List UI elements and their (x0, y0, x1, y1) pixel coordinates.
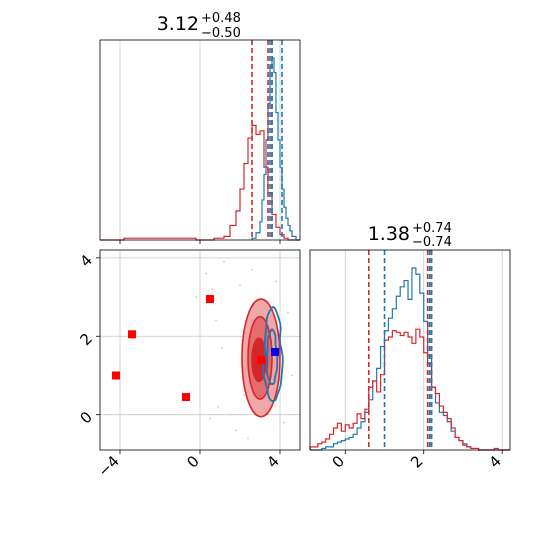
histogram-panel-param2: 1.38 +0.74 −0.74 (309, 221, 511, 454)
joint-x-tick-label: 4 (263, 452, 282, 471)
sample-point (283, 421, 285, 424)
sample-point (251, 268, 253, 271)
joint-contour-panel (96, 249, 301, 454)
joint-y-tick-label: 2 (77, 330, 96, 349)
sample-point (209, 417, 211, 420)
sample-point (215, 319, 217, 322)
sample-point (195, 296, 197, 298)
hist2-blue-histogram (310, 267, 510, 451)
sample-point (217, 405, 219, 408)
joint-y-tick-label: 4 (77, 251, 96, 270)
param2-title-value: 1.38 (368, 223, 410, 245)
sample-point (223, 260, 225, 263)
sample-point (235, 429, 237, 432)
joint-x-tick-label: −4 (94, 452, 122, 480)
red-square-marker (206, 295, 214, 304)
hist2-frame (309, 249, 511, 451)
hist2-x-tick-labels: 0 2 4 (329, 452, 505, 471)
param2-title-minus: −0.74 (412, 235, 452, 250)
sample-point (221, 347, 223, 349)
hist1-red-histogram (100, 124, 300, 241)
param2-title-plus: +0.74 (412, 221, 452, 236)
joint-x-tick-label: 0 (183, 452, 202, 471)
param1-title-minus: −0.50 (201, 26, 241, 41)
hist2-x-tick-label: 2 (407, 452, 426, 471)
hist1-blue-histogram (251, 57, 300, 241)
histogram-panel-param1: 3.12 +0.48 −0.50 (99, 11, 301, 244)
sample-point (211, 288, 213, 291)
param1-title-value: 3.12 (157, 13, 199, 35)
red-square-marker (182, 393, 190, 402)
sample-point (287, 311, 289, 314)
red-square-marker (128, 330, 136, 339)
blue-square-marker (271, 347, 279, 356)
joint-x-tick-labels: −4 0 4 (94, 452, 282, 480)
red-square-marker (257, 355, 265, 364)
param1-title-plus: +0.48 (201, 11, 241, 26)
hist2-x-tick-label: 4 (486, 452, 505, 471)
joint-y-tick-label: 0 (77, 408, 96, 427)
sample-point (229, 413, 231, 416)
sample-point (239, 284, 241, 287)
hist2-red-histogram (309, 328, 510, 451)
sample-point (291, 374, 293, 377)
sample-point (243, 394, 245, 396)
red-square-marker (112, 371, 120, 380)
sample-point (275, 280, 277, 283)
blue-contour-inner (265, 328, 279, 386)
sample-point (205, 272, 207, 275)
hist2-x-tick-label: 0 (329, 452, 348, 471)
sample-point (247, 437, 249, 440)
joint-y-tick-labels: 0 2 4 (77, 251, 96, 427)
